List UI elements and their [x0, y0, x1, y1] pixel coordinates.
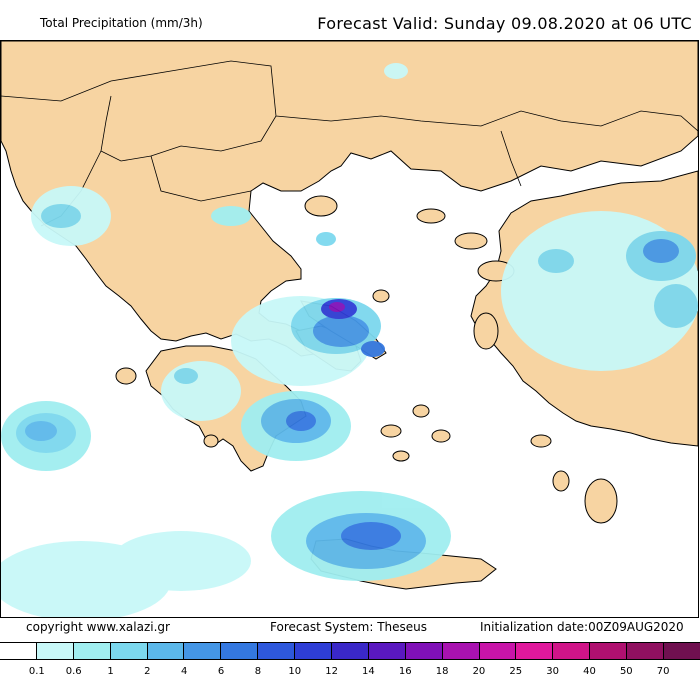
legend-swatch [442, 643, 480, 659]
island [431, 429, 451, 443]
legend-label: 14 [362, 666, 375, 677]
island [454, 232, 488, 250]
legend-labels: 0.1 0.6 1 2 4 6 8 10 12 14 16 18 20 25 30 40 50 70 [0, 666, 700, 680]
legend-swatch [627, 643, 665, 659]
legend-label: 2 [144, 666, 151, 677]
legend-swatch [36, 643, 74, 659]
legend-swatch [332, 643, 369, 659]
island [203, 434, 219, 448]
legend-label: 1 [107, 666, 114, 677]
legend-label: 50 [619, 666, 633, 677]
legend-swatch [0, 643, 37, 659]
legend-swatch [295, 643, 333, 659]
legend-swatch [147, 643, 185, 659]
legend-swatch [110, 643, 148, 659]
forecast-system-label: Forecast System: Theseus [270, 620, 428, 634]
legend-swatch [553, 643, 591, 659]
legend-swatch [221, 643, 259, 659]
island [304, 195, 338, 217]
island [372, 289, 390, 303]
copyright-label: copyright www.xalazi.gr [26, 620, 170, 634]
legend-label: 40 [583, 666, 596, 677]
forecast-valid-label: Forecast Valid: Sunday 09.08.2020 at 06 … [317, 14, 692, 33]
legend-swatch [184, 643, 222, 659]
legend-label: 70 [656, 666, 670, 677]
border-line [1, 60, 698, 227]
legend-swatch [405, 643, 443, 659]
island [412, 404, 430, 418]
legend-label: 4 [181, 666, 188, 677]
color-legend [0, 642, 700, 660]
legend-label: 8 [254, 666, 262, 677]
island [392, 450, 410, 462]
precipitation-map [0, 40, 699, 618]
island [473, 312, 499, 350]
island [530, 434, 552, 448]
legend-label: 0.6 [65, 666, 82, 677]
legend-swatch [590, 643, 628, 659]
legend-swatch [73, 643, 111, 659]
legend-label: 18 [435, 666, 449, 677]
legend-swatch [368, 643, 406, 659]
legend-label: 0.1 [28, 666, 45, 677]
island [552, 470, 570, 492]
island [115, 367, 137, 385]
legend-label: 16 [398, 666, 412, 677]
legend-swatch [516, 643, 554, 659]
initialization-label: Initialization date:00Z09AUG2020 [480, 620, 684, 634]
island [584, 478, 618, 524]
island [380, 424, 402, 438]
legend-label: 10 [288, 666, 302, 677]
header-title: Total Precipitation (mm/3h) [40, 16, 203, 30]
legend-label: 12 [325, 666, 338, 677]
island [416, 208, 446, 224]
legend-label: 6 [217, 666, 225, 677]
legend-swatch [258, 643, 296, 659]
precipitation-field [1, 63, 698, 617]
legend-swatch [479, 643, 517, 659]
legend-swatch [664, 643, 700, 659]
legend-label: 25 [509, 666, 523, 677]
legend-label: 30 [546, 666, 559, 677]
legend-label: 20 [472, 666, 486, 677]
